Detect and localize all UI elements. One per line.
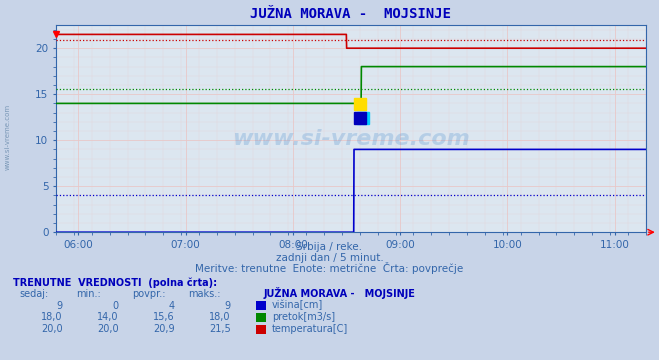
Text: Meritve: trenutne  Enote: metrične  Črta: povprečje: Meritve: trenutne Enote: metrične Črta: … [195, 262, 464, 274]
Text: 18,0: 18,0 [41, 312, 63, 323]
Text: temperatura[C]: temperatura[C] [272, 324, 349, 334]
Text: 14,0: 14,0 [97, 312, 119, 323]
Text: zadnji dan / 5 minut.: zadnji dan / 5 minut. [275, 253, 384, 263]
Text: 9: 9 [225, 301, 231, 311]
Text: 9: 9 [57, 301, 63, 311]
Text: 4: 4 [169, 301, 175, 311]
Text: pretok[m3/s]: pretok[m3/s] [272, 312, 335, 323]
Text: 20,0: 20,0 [97, 324, 119, 334]
Text: 20,9: 20,9 [153, 324, 175, 334]
Title: JUŽNA MORAVA -  MOJSINJE: JUŽNA MORAVA - MOJSINJE [250, 7, 451, 21]
Text: JUŽNA MORAVA -   MOJSINJE: JUŽNA MORAVA - MOJSINJE [264, 287, 415, 299]
Text: višina[cm]: višina[cm] [272, 300, 324, 311]
Text: povpr.:: povpr.: [132, 289, 165, 299]
Text: sedaj:: sedaj: [20, 289, 49, 299]
Text: 15,6: 15,6 [153, 312, 175, 323]
Text: 0: 0 [113, 301, 119, 311]
Text: 20,0: 20,0 [41, 324, 63, 334]
Text: Srbija / reke.: Srbija / reke. [297, 242, 362, 252]
Text: min.:: min.: [76, 289, 101, 299]
Text: maks.:: maks.: [188, 289, 220, 299]
Text: 18,0: 18,0 [209, 312, 231, 323]
Text: TRENUTNE  VREDNOSTI  (polna črta):: TRENUTNE VREDNOSTI (polna črta): [13, 278, 217, 288]
Text: www.si-vreme.com: www.si-vreme.com [5, 104, 11, 170]
Text: 21,5: 21,5 [209, 324, 231, 334]
Text: www.si-vreme.com: www.si-vreme.com [232, 129, 470, 149]
